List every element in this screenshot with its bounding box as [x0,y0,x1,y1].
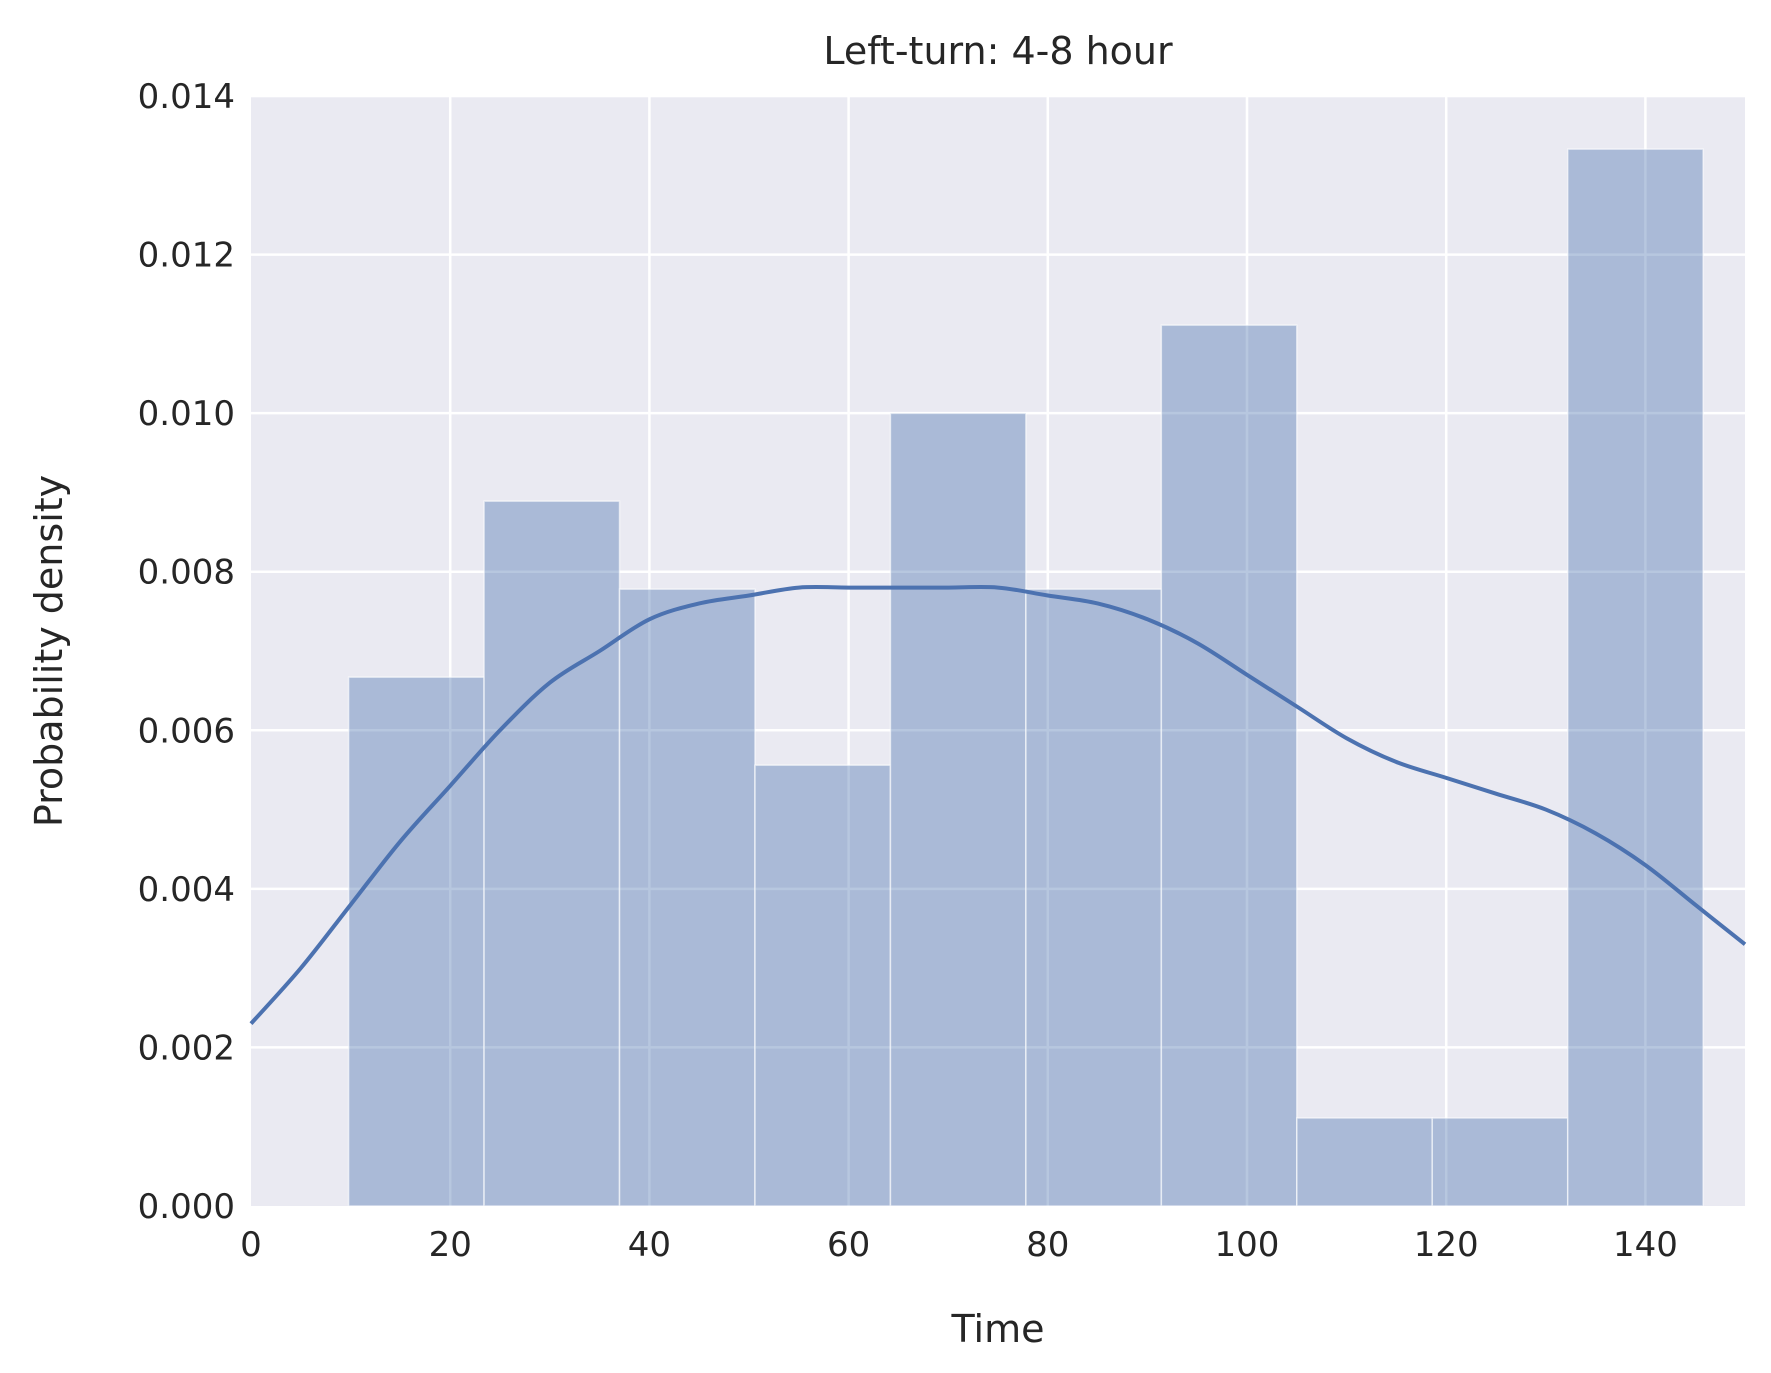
x-tick-label: 60 [827,1225,870,1265]
kde-curve [249,584,1747,1025]
histogram-bar [347,676,485,1207]
x-tick-label: 100 [1215,1225,1280,1265]
y-tick-labels: 0.000 0.002 0.004 0.006 0.008 0.010 0.012 0.014 [138,77,235,1227]
plot-background [251,96,1745,1206]
histogram-bar [1431,1117,1569,1207]
histogram-bar [889,412,1027,1207]
x-tick-label: 80 [1026,1225,1069,1265]
histogram-bar [483,500,621,1207]
y-tick-label: 0.014 [138,77,235,117]
histogram-bar [1566,148,1704,1207]
x-axis-label: Time [951,1307,1045,1351]
histogram-bars [347,148,1704,1207]
y-axis-label: Probability density [27,475,71,827]
x-tick-labels: 0 20 40 60 80 100 120 140 [240,1225,1678,1265]
x-tick-label: 140 [1613,1225,1678,1265]
histogram-bar [618,588,756,1207]
x-tick-label: 20 [429,1225,472,1265]
chart-title: Left-turn: 4-8 hour [823,29,1173,73]
y-tick-label: 0.012 [138,236,235,276]
y-tick-label: 0.002 [138,1028,235,1068]
histogram-bar [1296,1117,1434,1207]
histogram-bar [754,764,892,1207]
y-tick-label: 0.004 [138,870,235,910]
histogram-bar [1160,324,1298,1207]
x-tick-label: 120 [1414,1225,1479,1265]
kde-curve-group [249,584,1747,1025]
y-tick-label: 0.008 [138,553,235,593]
histogram-bar [1025,588,1163,1207]
y-tick-label: 0.006 [138,711,235,751]
y-tick-label: 0.010 [138,394,235,434]
x-tick-label: 40 [628,1225,671,1265]
grid [251,94,1745,1206]
x-tick-label: 0 [240,1225,262,1265]
y-tick-label: 0.000 [138,1187,235,1227]
